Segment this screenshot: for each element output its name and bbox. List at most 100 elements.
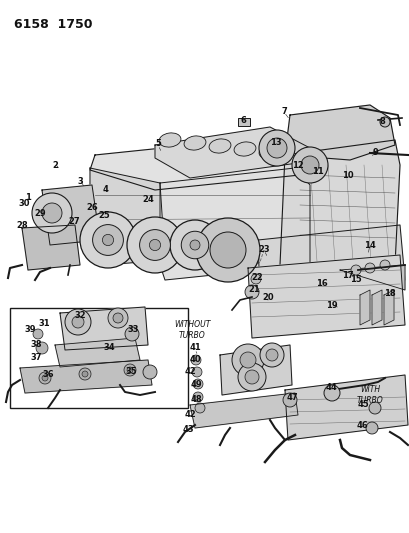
Text: 6: 6: [240, 116, 245, 125]
Circle shape: [125, 327, 139, 341]
Circle shape: [282, 393, 296, 407]
Circle shape: [191, 355, 200, 365]
Polygon shape: [90, 168, 164, 265]
Polygon shape: [42, 185, 100, 245]
Text: 35: 35: [125, 367, 137, 376]
Polygon shape: [371, 290, 381, 325]
Circle shape: [245, 285, 258, 299]
Circle shape: [79, 368, 91, 380]
Circle shape: [33, 329, 43, 339]
Circle shape: [266, 138, 286, 158]
Text: 13: 13: [270, 138, 281, 147]
Circle shape: [250, 274, 261, 284]
Circle shape: [42, 375, 48, 381]
Circle shape: [231, 344, 263, 376]
Text: 47: 47: [285, 393, 297, 402]
Text: 11: 11: [311, 167, 323, 176]
Circle shape: [245, 370, 258, 384]
Polygon shape: [55, 338, 139, 367]
Text: 14: 14: [363, 240, 375, 249]
Text: 24: 24: [142, 196, 153, 205]
Circle shape: [265, 349, 277, 361]
Text: 26: 26: [86, 204, 98, 213]
Circle shape: [196, 218, 259, 282]
Circle shape: [124, 364, 136, 376]
Text: 28: 28: [16, 222, 28, 230]
Circle shape: [193, 392, 202, 402]
Polygon shape: [160, 168, 309, 280]
Text: 37: 37: [30, 353, 42, 362]
Polygon shape: [60, 307, 148, 350]
Text: 31: 31: [38, 319, 49, 328]
Polygon shape: [247, 255, 404, 338]
Circle shape: [170, 220, 220, 270]
Text: 20: 20: [261, 293, 273, 302]
Text: 41: 41: [189, 343, 200, 352]
Polygon shape: [257, 225, 404, 295]
Text: 25: 25: [98, 211, 110, 220]
Circle shape: [82, 371, 88, 377]
Circle shape: [102, 235, 113, 246]
Circle shape: [379, 117, 389, 127]
Text: 18: 18: [383, 288, 395, 297]
Text: 38: 38: [30, 341, 42, 350]
Text: 17: 17: [342, 271, 353, 280]
Ellipse shape: [209, 139, 230, 153]
Circle shape: [39, 372, 51, 384]
Text: 4: 4: [103, 184, 109, 193]
Polygon shape: [279, 140, 399, 280]
Text: 9: 9: [372, 148, 378, 157]
Circle shape: [258, 130, 294, 166]
Circle shape: [113, 313, 123, 323]
Circle shape: [181, 231, 208, 259]
Circle shape: [350, 265, 360, 275]
Circle shape: [92, 224, 123, 255]
Text: 42: 42: [184, 410, 196, 419]
Ellipse shape: [159, 133, 180, 147]
Circle shape: [323, 385, 339, 401]
Circle shape: [80, 212, 136, 268]
Text: 40: 40: [189, 356, 200, 365]
Text: 1: 1: [25, 193, 31, 203]
Text: 16: 16: [315, 279, 327, 288]
Text: 10: 10: [342, 171, 353, 180]
Text: 42: 42: [184, 367, 196, 376]
Circle shape: [195, 403, 204, 413]
Circle shape: [239, 352, 255, 368]
Polygon shape: [339, 265, 404, 290]
Polygon shape: [22, 225, 80, 270]
Circle shape: [65, 309, 91, 335]
Bar: [10, 308, 188, 408]
Circle shape: [365, 422, 377, 434]
Text: 27: 27: [68, 216, 80, 225]
Polygon shape: [20, 360, 152, 393]
Text: 6158  1750: 6158 1750: [14, 18, 92, 31]
Text: 44: 44: [324, 384, 336, 392]
Text: 7: 7: [281, 107, 286, 116]
Circle shape: [291, 147, 327, 183]
Text: 34: 34: [103, 343, 115, 352]
Text: 2: 2: [52, 160, 58, 169]
Text: 48: 48: [190, 395, 201, 405]
Text: 8: 8: [378, 117, 384, 125]
Polygon shape: [90, 140, 304, 190]
Circle shape: [193, 379, 202, 389]
Circle shape: [32, 193, 72, 233]
Circle shape: [259, 343, 283, 367]
Text: 5: 5: [155, 139, 161, 148]
Circle shape: [127, 367, 133, 373]
Text: 3: 3: [77, 176, 83, 185]
Text: 32: 32: [74, 311, 85, 319]
Ellipse shape: [234, 142, 255, 156]
Text: 39: 39: [24, 326, 36, 335]
Circle shape: [36, 342, 48, 354]
Text: 21: 21: [247, 285, 259, 294]
Ellipse shape: [184, 136, 205, 150]
Text: 45: 45: [356, 400, 368, 409]
Text: 23: 23: [258, 245, 269, 254]
Text: WITH
TURBO: WITH TURBO: [356, 385, 382, 405]
Polygon shape: [189, 393, 297, 428]
Circle shape: [149, 239, 160, 251]
Circle shape: [300, 156, 318, 174]
Polygon shape: [383, 290, 393, 325]
